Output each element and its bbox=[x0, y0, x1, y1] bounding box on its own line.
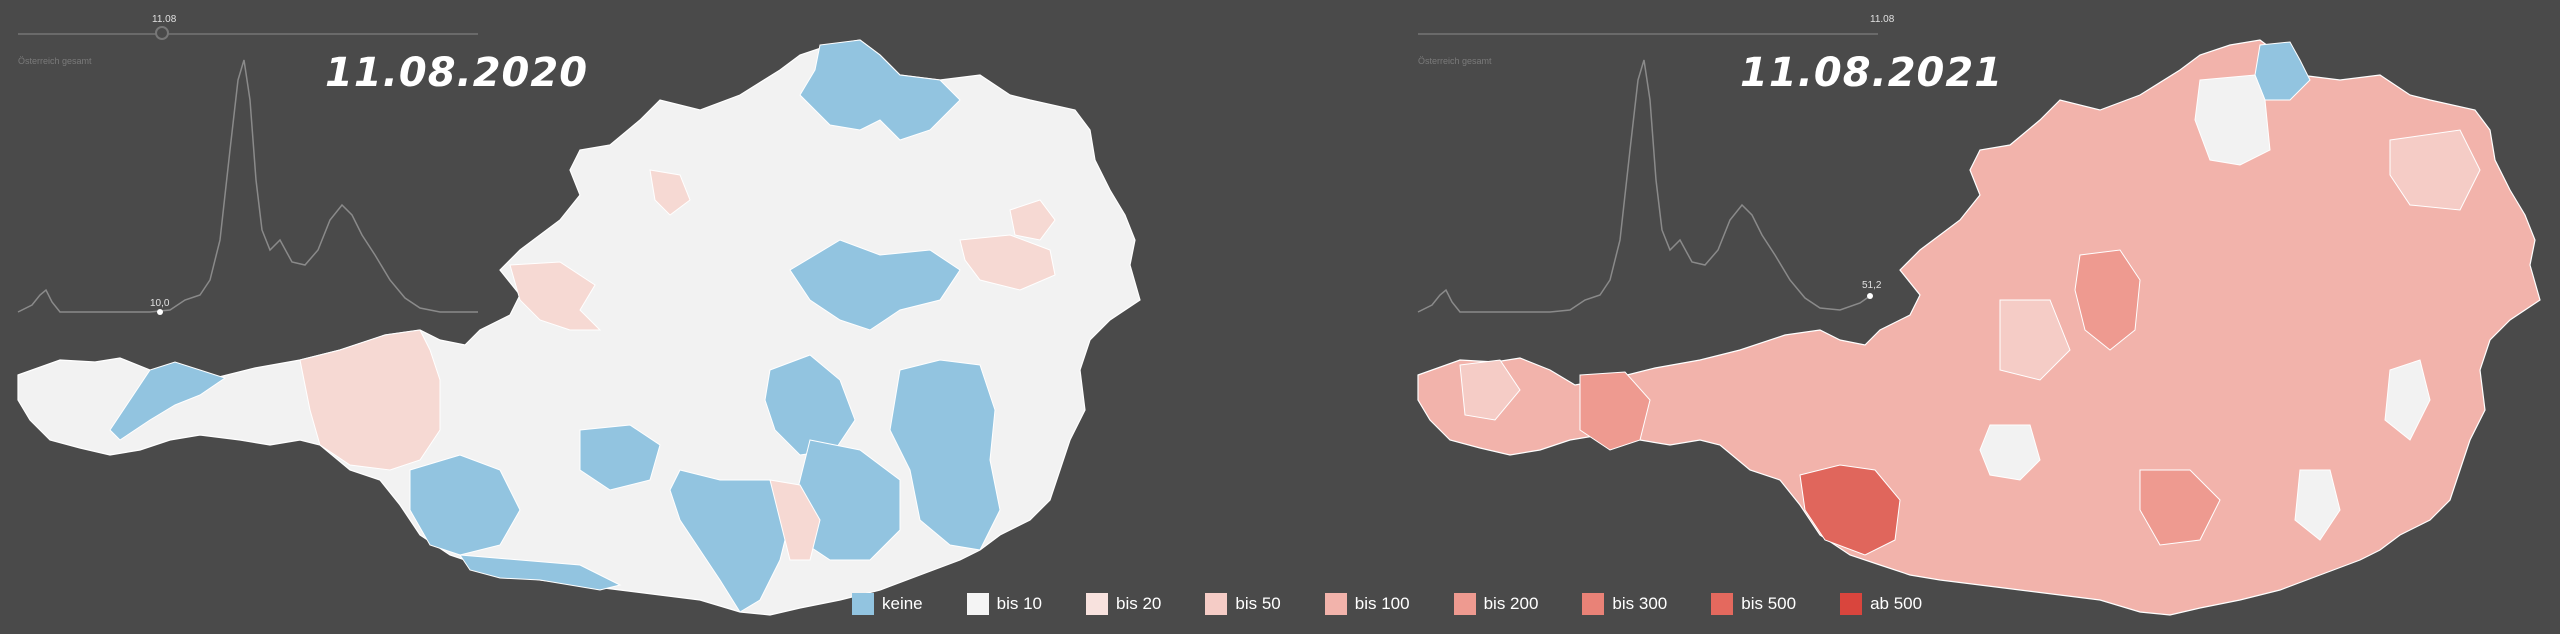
legend-item: bis 20 bbox=[1086, 593, 1161, 615]
region-blue[interactable] bbox=[109, 361, 227, 441]
chart-marker bbox=[1867, 293, 1873, 299]
region-dark[interactable] bbox=[1579, 371, 1651, 451]
region-pink[interactable] bbox=[299, 329, 441, 471]
region-red[interactable] bbox=[1799, 464, 1901, 556]
chart-marker bbox=[157, 309, 163, 315]
date-title: 11.08.2021 bbox=[1740, 50, 2004, 96]
region-blue[interactable] bbox=[669, 469, 791, 613]
map-panel-2021: 11.08 Österreich gesamt 11.08.2021 51,2 bbox=[1280, 0, 2560, 634]
region-main[interactable] bbox=[1417, 39, 2541, 616]
date-title: 11.08.2020 bbox=[325, 50, 589, 96]
region-pink[interactable] bbox=[769, 479, 821, 561]
region-pink[interactable] bbox=[1009, 199, 1056, 241]
legend-swatch bbox=[1453, 593, 1476, 615]
legend-label: bis 500 bbox=[1741, 594, 1797, 613]
legend-swatch bbox=[1324, 593, 1347, 615]
region-blue[interactable] bbox=[409, 454, 521, 556]
region-white[interactable] bbox=[2384, 359, 2431, 441]
date-slider-track[interactable] bbox=[18, 33, 478, 35]
legend-item: keine bbox=[852, 593, 923, 615]
legend-label: ab 500 bbox=[1870, 594, 1923, 613]
region-dark[interactable] bbox=[2074, 249, 2141, 351]
legend-swatch bbox=[852, 593, 874, 615]
legend-swatch bbox=[1205, 593, 1228, 615]
map-svg-2021 bbox=[1417, 39, 2541, 616]
incidence-chart-line bbox=[1417, 59, 1871, 313]
map-svg-2020 bbox=[17, 39, 1141, 616]
region-blue[interactable] bbox=[799, 39, 961, 141]
legend-swatch bbox=[1582, 593, 1605, 615]
region-blue[interactable] bbox=[579, 424, 661, 491]
date-slider-knob[interactable] bbox=[155, 26, 169, 40]
incidence-chart-line bbox=[17, 59, 478, 313]
chart-caption: Österreich gesamt bbox=[18, 56, 92, 66]
chart-caption: Österreich gesamt bbox=[1418, 56, 1492, 66]
legend-label: bis 100 bbox=[1354, 594, 1410, 613]
legend-item: bis 200 bbox=[1453, 593, 1539, 615]
region-white[interactable] bbox=[2294, 469, 2341, 541]
legend-swatch bbox=[966, 593, 989, 615]
date-slider-label: 11.08 bbox=[1870, 14, 1895, 25]
region-dark[interactable] bbox=[2139, 469, 2221, 546]
region-light[interactable] bbox=[1459, 359, 1521, 421]
date-slider-track[interactable] bbox=[1418, 33, 1878, 35]
legend-item: bis 300 bbox=[1582, 593, 1667, 615]
legend-label: bis 50 bbox=[1235, 594, 1281, 613]
map-panel-2020: 11.08 Österreich gesamt bbox=[17, 14, 1141, 616]
legend-label: bis 200 bbox=[1483, 594, 1539, 613]
region-pink[interactable] bbox=[649, 169, 691, 216]
region-light[interactable] bbox=[2389, 129, 2481, 211]
region-light[interactable] bbox=[1999, 299, 2071, 381]
legend-swatch bbox=[1840, 593, 1863, 615]
region-white[interactable] bbox=[2194, 74, 2271, 166]
legend-item: ab 500 bbox=[1840, 593, 1922, 615]
austria-map-2021 bbox=[1417, 39, 2541, 616]
region-pink[interactable] bbox=[959, 234, 1056, 291]
legend-label: bis 300 bbox=[1612, 594, 1668, 613]
region-blue[interactable] bbox=[889, 359, 1001, 551]
legend-label: bis 20 bbox=[1116, 594, 1162, 613]
legend-label: bis 10 bbox=[996, 594, 1043, 613]
legend-item: bis 500 bbox=[1711, 593, 1796, 615]
legend-label: keine bbox=[882, 594, 923, 613]
map-legend: keine bis 10 bis 20 bis 50 bis 100 bis 200 bis… bbox=[852, 593, 1966, 615]
legend-swatch bbox=[1711, 593, 1734, 615]
legend-item: bis 10 bbox=[966, 593, 1043, 615]
region-pink[interactable] bbox=[509, 261, 602, 331]
chart-value-label: 10,0 bbox=[150, 298, 170, 309]
region-blue[interactable] bbox=[459, 554, 622, 591]
legend-item: bis 50 bbox=[1205, 593, 1281, 615]
date-slider-label: 11.08 bbox=[152, 14, 177, 25]
chart-value-label: 51,2 bbox=[1862, 280, 1882, 291]
austria-map-2020 bbox=[17, 39, 1141, 616]
legend-swatch bbox=[1086, 593, 1109, 615]
legend-item: bis 100 bbox=[1324, 593, 1410, 615]
region-blue[interactable] bbox=[789, 239, 961, 331]
region-white[interactable] bbox=[1979, 424, 2041, 481]
